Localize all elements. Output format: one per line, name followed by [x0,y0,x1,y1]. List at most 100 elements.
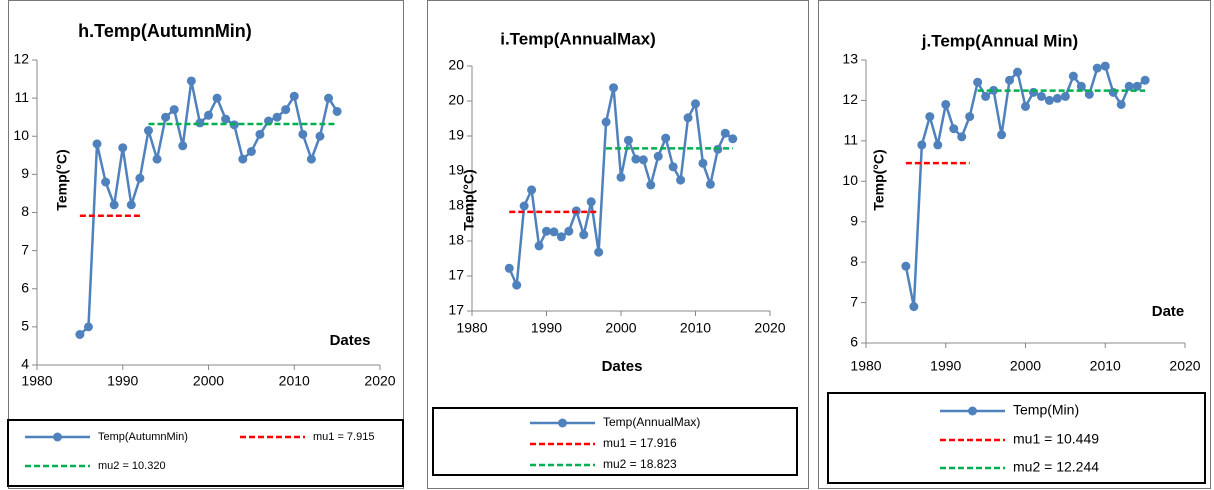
point [169,105,179,115]
point [1076,81,1086,91]
point [1132,81,1142,91]
point [909,302,919,312]
point [594,247,604,257]
y-tick-label: 9 [21,165,29,181]
series-line [508,87,734,290]
point [965,112,975,122]
point [668,162,678,172]
x-tick-label: 2020 [364,373,395,389]
x-tick-label: 1990 [107,373,138,389]
point [272,112,282,122]
point [1036,91,1046,101]
legend-label: mu2 = 12.244 [1013,459,1099,475]
panel-border [427,0,809,489]
point [178,141,188,151]
point [92,139,102,149]
point [212,93,222,103]
point [152,154,162,164]
point [901,261,911,271]
point [957,132,967,142]
point [1140,75,1150,85]
y-tick-label: 4 [21,356,29,372]
x-tick-label: 2020 [754,320,785,336]
x-tick-label: 2020 [1169,358,1200,374]
x-tick-label: 1980 [21,373,52,389]
legend-marker [558,418,567,428]
legend-label: mu1 = 10.449 [1013,431,1099,447]
legend-label: mu2 = 18.823 [603,457,677,471]
point [126,200,136,210]
y-tick-label: 17 [448,302,464,318]
point [1124,81,1134,91]
point [332,106,342,116]
y-tick-label: 17 [448,267,464,283]
point [981,91,991,101]
x-tick-label: 1980 [850,358,881,374]
point [720,128,730,138]
point [83,322,93,332]
point [1052,93,1062,103]
y-axis-label: Temp(°C) [461,169,477,230]
point [925,112,935,122]
point [623,135,633,145]
point [1013,67,1023,77]
x-tick-label: 2010 [1090,358,1121,374]
point [289,91,299,101]
y-tick-label: 12 [842,91,858,107]
point [534,241,544,251]
point [653,151,663,161]
point [609,83,619,93]
point [519,201,529,211]
y-tick-label: 19 [448,127,464,143]
y-axis-label: Temp(°C) [54,149,70,210]
point [1092,63,1102,73]
point [579,230,589,240]
point [255,129,265,139]
y-tick-label: 11 [14,89,29,105]
point [638,155,648,165]
y-tick-label: 10 [13,127,29,143]
point [135,173,145,183]
point [1100,61,1110,71]
point [246,147,256,156]
point [631,154,641,164]
point [1084,89,1094,99]
y-tick-label: 20 [448,57,464,73]
point [1116,99,1126,109]
y-tick-label: 5 [21,318,29,334]
x-axis-label: Dates [330,332,371,349]
point [186,76,196,86]
point [941,99,951,109]
point [118,143,128,153]
y-tick-label: 6 [21,279,29,295]
x-tick-label: 1980 [456,320,487,336]
legend-label: Temp(AnnualMax) [603,415,700,429]
point [281,105,291,115]
point [705,179,715,189]
x-tick-label: 2010 [680,320,711,336]
x-tick-label: 2000 [605,320,636,336]
y-tick-label: 7 [21,241,29,257]
y-tick-label: 11 [843,132,858,148]
point [683,113,693,123]
y-tick-label: 8 [21,203,29,219]
y-tick-label: 20 [448,92,464,108]
x-axis-label: Date [1152,303,1185,320]
x-tick-label: 2000 [193,373,224,389]
point [238,154,248,164]
point [306,154,316,164]
point [586,197,596,207]
y-tick-label: 18 [448,197,464,213]
point [728,134,738,144]
chart-title: i.Temp(AnnualMax) [500,29,656,48]
point [324,93,334,103]
point [1028,87,1038,97]
panel-border [818,0,1211,489]
point [676,175,686,185]
point [917,140,927,150]
legend-label: mu1 = 17.916 [603,436,677,450]
point [109,200,119,210]
y-tick-label: 19 [448,162,464,178]
y-axis-label: Temp(°C) [871,149,887,210]
